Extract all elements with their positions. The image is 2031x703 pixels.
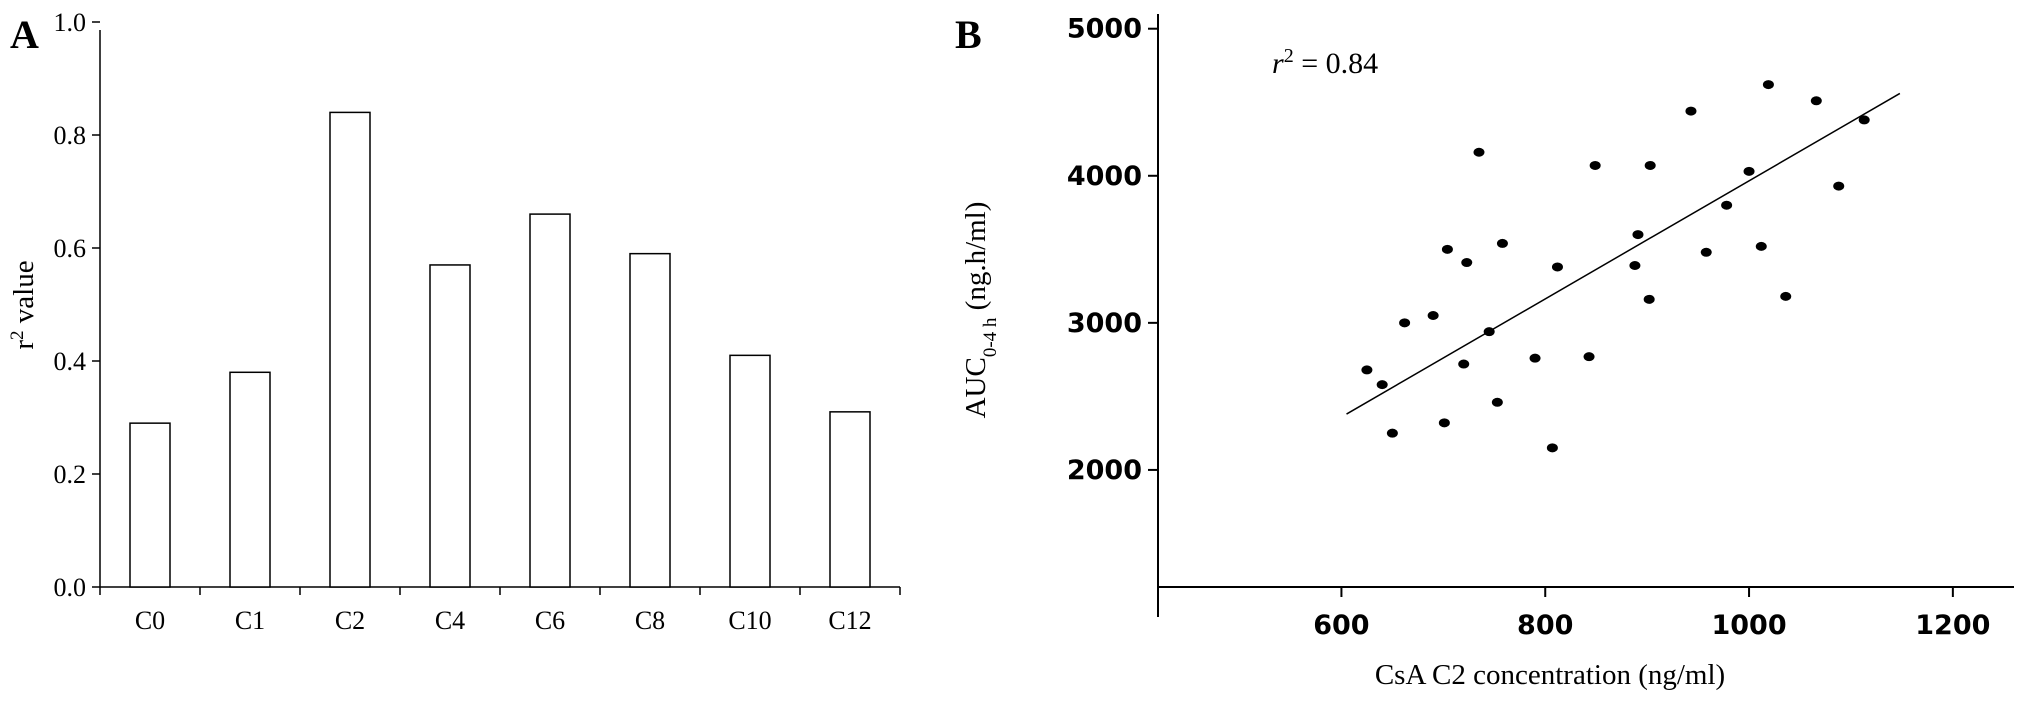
x-tick-label: C8 (635, 606, 665, 635)
data-point (1644, 160, 1656, 170)
data-point (1721, 200, 1733, 210)
scatter-points (1361, 80, 1870, 453)
bars (129, 111, 871, 588)
data-point (1762, 80, 1774, 90)
x-ticks: C0 C1 C2 C4 C6 C8 C10 C12 (99, 587, 901, 635)
bar-c10 (729, 354, 771, 588)
x-tick-label: C0 (135, 606, 165, 635)
data-point (1755, 241, 1767, 251)
y-ticks: 2000 3000 4000 5000 (1067, 14, 1158, 486)
data-point (1700, 247, 1712, 257)
panel-label-a: A (10, 12, 39, 57)
x-tick-label: 600 (1313, 610, 1369, 641)
data-point (1810, 96, 1822, 106)
x-tick-label: 1000 (1711, 610, 1786, 641)
data-point (1441, 244, 1453, 254)
y-ticks: 0.0 0.2 0.4 0.6 0.8 1.0 (54, 8, 100, 602)
data-point (1629, 260, 1641, 270)
bar-c8 (629, 252, 671, 588)
data-point (1491, 397, 1503, 407)
data-point (1458, 359, 1470, 369)
data-point (1376, 380, 1388, 390)
bar-c12 (829, 411, 871, 588)
x-tick-label: C2 (335, 606, 365, 635)
bar-c2 (329, 111, 371, 588)
x-axis-label: CsA C2 concentration (ng/ml) (1375, 659, 1725, 691)
x-tick-label: C10 (728, 606, 771, 635)
bar-c4 (429, 264, 471, 588)
scatter-chart-panel: B 2000 3000 4000 5000 600 800 1000 1200 r2 = 0… (955, 12, 2014, 691)
bar-c1 (229, 371, 271, 588)
data-point (1386, 428, 1398, 438)
y-tick-label: 4000 (1067, 161, 1142, 192)
y-tick-label: 0.0 (54, 573, 87, 602)
y-axis-label: r2 value (7, 260, 41, 349)
data-point (1643, 294, 1655, 304)
data-point (1833, 181, 1845, 191)
y-tick-label: 2000 (1067, 455, 1142, 486)
data-point (1780, 291, 1792, 301)
data-point (1685, 106, 1697, 116)
regression-line (1346, 92, 1901, 415)
bar-c0 (129, 422, 171, 588)
panel-label-b: B (955, 12, 982, 57)
bar-c6 (529, 213, 571, 588)
data-point (1858, 115, 1870, 125)
x-ticks: 600 800 1000 1200 (1313, 587, 1990, 641)
y-tick-label: 0.2 (54, 460, 87, 489)
x-tick-label: 1200 (1915, 610, 1990, 641)
data-point (1361, 365, 1373, 375)
r-squared-annotation: r2 = 0.84 (1272, 45, 1378, 80)
data-point (1473, 147, 1485, 157)
data-point (1483, 327, 1495, 337)
x-tick-label: C12 (828, 606, 871, 635)
data-point (1399, 318, 1411, 328)
x-tick-label: 800 (1517, 610, 1573, 641)
x-tick-label: C1 (235, 606, 265, 635)
y-tick-label: 1.0 (54, 8, 87, 37)
data-point (1743, 166, 1755, 176)
y-tick-label: 0.6 (54, 234, 87, 263)
data-point (1529, 353, 1541, 363)
data-point (1546, 443, 1558, 453)
data-point (1496, 238, 1508, 248)
data-point (1583, 352, 1595, 362)
data-point (1589, 160, 1601, 170)
data-point (1461, 258, 1473, 268)
data-point (1551, 262, 1563, 272)
y-tick-label: 3000 (1067, 308, 1142, 339)
x-tick-label: C4 (435, 606, 465, 635)
data-point (1632, 230, 1644, 240)
x-tick-label: C6 (535, 606, 565, 635)
y-axis-label: AUC0-4 h (ng.h/ml) (960, 202, 1001, 419)
y-tick-label: 0.8 (54, 121, 87, 150)
data-point (1438, 418, 1450, 428)
data-point (1427, 311, 1439, 320)
y-tick-label: 5000 (1067, 14, 1142, 45)
y-tick-label: 0.4 (54, 347, 87, 376)
bar-chart-panel: A 0.00.20.40.60.81.0 C0 C1 C2 C4 C6 C8 C10 C12 … (7, 8, 901, 635)
